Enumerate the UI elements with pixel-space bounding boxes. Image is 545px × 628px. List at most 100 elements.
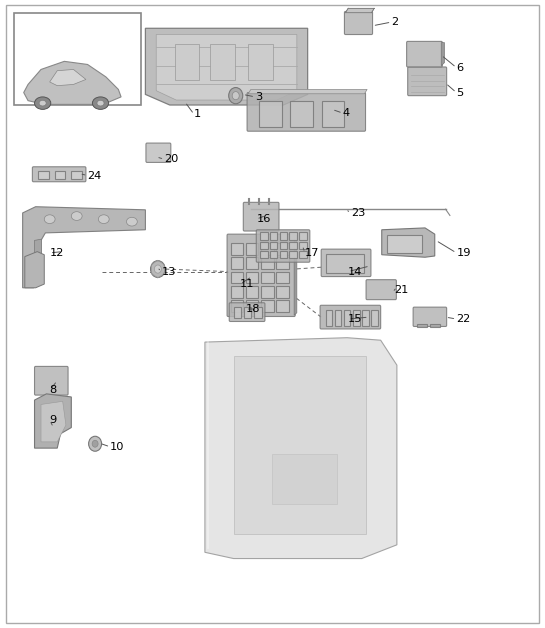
Ellipse shape (229, 87, 243, 104)
Polygon shape (156, 35, 297, 100)
Polygon shape (25, 252, 44, 288)
Bar (260, 232, 268, 240)
Bar (322, 100, 344, 127)
Bar (276, 257, 289, 269)
Bar (276, 243, 289, 255)
Text: 13: 13 (162, 266, 176, 276)
Bar (261, 243, 274, 255)
Bar (261, 271, 274, 283)
FancyBboxPatch shape (413, 307, 447, 327)
Bar (231, 286, 243, 298)
Bar (280, 251, 287, 259)
Bar (387, 235, 422, 254)
Bar (260, 251, 268, 259)
Bar (231, 243, 243, 255)
Bar (261, 286, 274, 298)
Polygon shape (441, 43, 445, 66)
Bar (372, 310, 378, 326)
FancyBboxPatch shape (146, 143, 171, 163)
Bar (231, 271, 243, 283)
Text: 23: 23 (351, 208, 365, 218)
Ellipse shape (98, 215, 109, 224)
Polygon shape (205, 338, 397, 558)
Bar (246, 257, 258, 269)
FancyBboxPatch shape (320, 305, 380, 329)
Bar (246, 271, 258, 283)
Ellipse shape (89, 436, 101, 452)
Bar (299, 251, 307, 259)
Bar (289, 251, 297, 259)
Text: 4: 4 (343, 108, 350, 118)
Bar (289, 232, 297, 240)
Bar (270, 232, 277, 240)
Bar (290, 100, 313, 127)
Text: 8: 8 (50, 385, 57, 395)
Bar (325, 310, 332, 326)
Bar (260, 242, 268, 249)
Bar (280, 242, 287, 249)
Ellipse shape (154, 265, 161, 273)
Text: 17: 17 (305, 248, 319, 258)
FancyBboxPatch shape (408, 67, 447, 95)
Bar (353, 310, 360, 326)
Text: 18: 18 (245, 304, 260, 314)
Text: 14: 14 (348, 266, 362, 276)
Text: 10: 10 (110, 442, 125, 452)
Text: 12: 12 (50, 248, 64, 258)
Text: 19: 19 (456, 248, 471, 258)
FancyBboxPatch shape (247, 92, 366, 131)
Text: 6: 6 (456, 63, 463, 73)
Ellipse shape (92, 440, 98, 447)
Bar (276, 271, 289, 283)
Bar (71, 171, 82, 178)
Ellipse shape (39, 100, 46, 106)
Text: 1: 1 (194, 109, 201, 119)
Text: 11: 11 (240, 279, 255, 289)
Ellipse shape (232, 92, 239, 100)
Bar (261, 257, 274, 269)
Bar (14, 13, 141, 105)
Bar (276, 286, 289, 298)
Ellipse shape (34, 97, 51, 109)
Ellipse shape (97, 100, 104, 106)
Bar (289, 242, 297, 249)
Text: 21: 21 (394, 285, 409, 295)
Polygon shape (34, 394, 71, 448)
Bar (431, 324, 440, 327)
FancyBboxPatch shape (321, 249, 371, 276)
FancyBboxPatch shape (256, 230, 310, 263)
FancyBboxPatch shape (34, 366, 68, 395)
Bar (248, 44, 272, 80)
Polygon shape (41, 401, 66, 442)
Bar (254, 306, 262, 318)
Polygon shape (24, 62, 121, 104)
Bar (234, 306, 241, 318)
Bar (175, 44, 199, 80)
Text: 16: 16 (256, 214, 271, 224)
Bar (299, 232, 307, 240)
Bar (270, 242, 277, 249)
Text: 2: 2 (391, 17, 398, 27)
FancyBboxPatch shape (407, 41, 443, 67)
Polygon shape (50, 70, 86, 85)
Bar (234, 356, 366, 534)
Bar (244, 306, 251, 318)
Bar (417, 324, 427, 327)
Bar (210, 44, 235, 80)
Bar (231, 257, 243, 269)
Polygon shape (23, 207, 146, 288)
Text: 15: 15 (348, 314, 363, 324)
Polygon shape (346, 8, 374, 13)
FancyBboxPatch shape (243, 202, 279, 231)
Bar (335, 310, 341, 326)
Bar (261, 300, 274, 312)
Bar (246, 286, 258, 298)
Bar (259, 100, 282, 127)
Ellipse shape (150, 261, 165, 278)
Bar (362, 310, 369, 326)
Ellipse shape (126, 217, 137, 226)
Ellipse shape (44, 215, 55, 224)
Text: 9: 9 (50, 415, 57, 425)
Text: 20: 20 (165, 154, 179, 165)
Bar (54, 171, 65, 178)
